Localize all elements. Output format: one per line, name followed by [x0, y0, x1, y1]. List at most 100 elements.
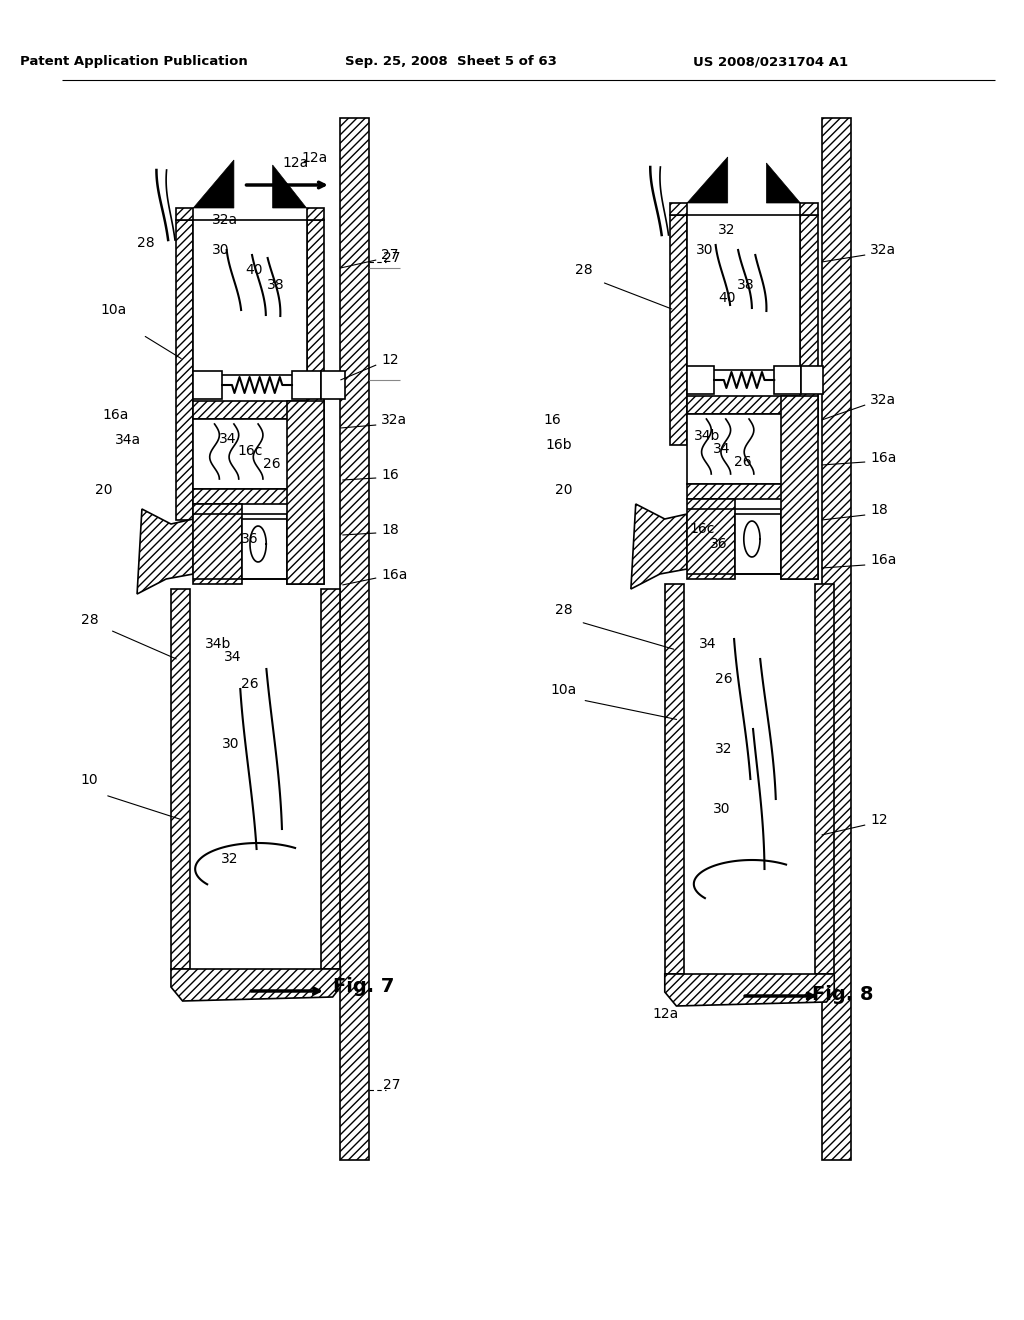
Bar: [801, 203, 818, 215]
Bar: [194, 220, 306, 375]
Text: 20: 20: [555, 483, 572, 498]
Bar: [801, 215, 818, 436]
Bar: [194, 371, 222, 399]
Text: 34b: 34b: [694, 429, 720, 444]
Polygon shape: [137, 510, 194, 594]
Text: 16c: 16c: [238, 444, 263, 458]
Text: 36: 36: [711, 537, 728, 550]
Bar: [687, 215, 801, 370]
Polygon shape: [272, 165, 306, 209]
Text: 32a: 32a: [870, 393, 896, 407]
Text: 30: 30: [222, 737, 240, 751]
Text: 10: 10: [81, 774, 98, 787]
Polygon shape: [665, 974, 835, 1006]
Text: 30: 30: [212, 243, 229, 257]
Text: 32: 32: [221, 851, 239, 866]
Text: 16a: 16a: [870, 553, 896, 568]
Polygon shape: [631, 504, 687, 589]
Text: 12: 12: [381, 352, 398, 367]
Text: 38: 38: [267, 279, 285, 292]
Bar: [194, 504, 242, 583]
Polygon shape: [194, 160, 233, 209]
Text: 38: 38: [737, 279, 755, 292]
Bar: [194, 488, 304, 504]
Bar: [687, 396, 799, 414]
Text: 18: 18: [870, 503, 888, 517]
Bar: [287, 401, 324, 583]
Polygon shape: [766, 162, 801, 203]
Text: 12a: 12a: [652, 1007, 679, 1020]
Text: 28: 28: [555, 603, 573, 616]
Text: 16a: 16a: [102, 408, 129, 422]
Text: 32a: 32a: [212, 213, 238, 227]
Text: 34b: 34b: [205, 638, 231, 651]
Text: Patent Application Publication: Patent Application Publication: [20, 55, 248, 69]
Bar: [687, 499, 735, 579]
Bar: [194, 418, 304, 488]
Bar: [287, 513, 324, 583]
Text: 34: 34: [713, 442, 731, 455]
Bar: [735, 513, 781, 574]
Text: 12a: 12a: [302, 150, 328, 165]
Text: 28: 28: [574, 263, 592, 277]
Text: 27: 27: [383, 1078, 400, 1092]
Text: 10a: 10a: [551, 682, 577, 697]
Bar: [774, 366, 802, 393]
Text: 32a: 32a: [381, 413, 408, 426]
Text: 10a: 10a: [100, 304, 127, 317]
Text: 12: 12: [870, 813, 888, 828]
Text: 28: 28: [81, 612, 98, 627]
Bar: [687, 366, 714, 393]
Text: Fig. 7: Fig. 7: [333, 978, 394, 997]
Bar: [670, 203, 687, 215]
Bar: [687, 484, 799, 499]
Bar: [781, 396, 818, 579]
Text: 34: 34: [224, 649, 242, 664]
Text: 27: 27: [381, 248, 398, 261]
Polygon shape: [687, 157, 728, 203]
Text: US 2008/0231704 A1: US 2008/0231704 A1: [693, 55, 848, 69]
Polygon shape: [171, 969, 340, 1001]
Text: 34: 34: [698, 638, 716, 651]
Text: 16a: 16a: [381, 568, 408, 582]
Text: 40: 40: [246, 263, 263, 277]
Text: 40: 40: [718, 290, 735, 305]
Bar: [670, 215, 687, 445]
Text: 16: 16: [544, 413, 561, 426]
Text: 26: 26: [263, 457, 281, 471]
Text: 26: 26: [715, 672, 733, 686]
Bar: [176, 209, 194, 220]
Text: 36: 36: [241, 532, 258, 546]
Text: 27: 27: [383, 251, 400, 265]
Bar: [821, 117, 851, 1160]
Text: 16a: 16a: [870, 451, 896, 465]
Bar: [687, 414, 799, 484]
Text: 34a: 34a: [115, 433, 141, 447]
Bar: [815, 583, 835, 974]
Text: 32: 32: [715, 742, 732, 756]
Text: 30: 30: [713, 803, 731, 816]
Bar: [292, 371, 322, 399]
Bar: [340, 117, 370, 1160]
Text: 12a: 12a: [283, 156, 308, 170]
Bar: [242, 519, 287, 579]
Bar: [802, 366, 822, 393]
Bar: [194, 401, 304, 418]
Text: 16b: 16b: [546, 438, 572, 451]
Bar: [171, 589, 190, 969]
Bar: [322, 371, 345, 399]
Text: 16c: 16c: [689, 521, 715, 536]
Text: 16: 16: [381, 469, 398, 482]
Text: 34: 34: [219, 432, 237, 446]
Bar: [306, 220, 324, 440]
Text: 32: 32: [718, 223, 735, 238]
Text: 20: 20: [95, 483, 113, 498]
Bar: [306, 209, 324, 220]
Bar: [176, 220, 194, 520]
Text: 28: 28: [137, 236, 155, 249]
Bar: [781, 510, 818, 579]
Text: 32a: 32a: [870, 243, 896, 257]
Bar: [322, 589, 340, 969]
Text: 30: 30: [695, 243, 714, 257]
Bar: [665, 583, 684, 974]
